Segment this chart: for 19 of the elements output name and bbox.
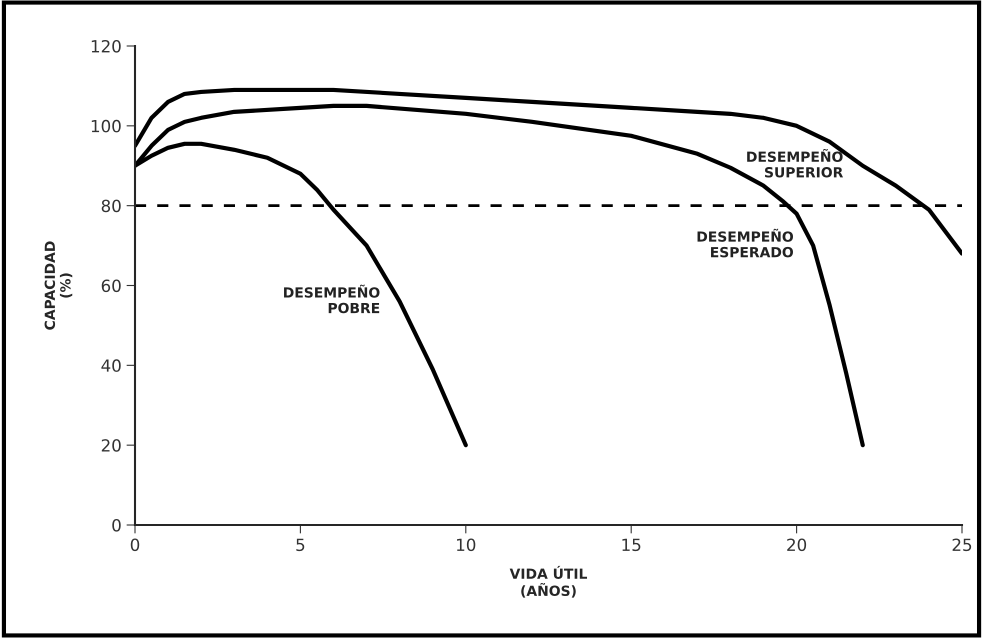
x-tick-label: 5 xyxy=(296,538,304,552)
x-tick-label: 15 xyxy=(622,538,640,552)
x-tick-label: 10 xyxy=(457,538,476,552)
y-tick-label: 60 xyxy=(102,279,121,292)
x-tick-label: 25 xyxy=(952,538,972,552)
x-tick-label: 0 xyxy=(130,538,140,552)
y-tick-label: 120 xyxy=(92,40,121,53)
y-tick-label: 100 xyxy=(92,120,121,132)
y-tick-label: 80 xyxy=(102,200,121,212)
y-axis-title: CAPACIDAD (%) xyxy=(44,241,72,330)
y-tick-label: 20 xyxy=(102,439,121,452)
series-label: DESEMPEÑO ESPERADO xyxy=(698,228,793,258)
y-tick-label: 40 xyxy=(101,359,121,372)
y-tick-label: 0 xyxy=(112,518,121,532)
series-label: DESEMPEÑO SUPERIOR xyxy=(747,148,844,178)
x-tick-label: 20 xyxy=(787,538,806,552)
series-label: DESEMPEÑO POBRE xyxy=(284,284,380,314)
line-series xyxy=(135,88,962,256)
x-axis-title: VIDA ÚTIL (AÑOS) xyxy=(510,566,588,598)
